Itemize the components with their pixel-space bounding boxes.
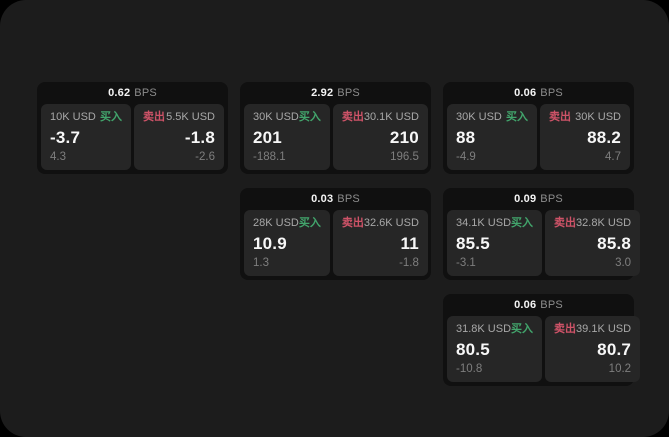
buy-amount: 10K USD	[50, 111, 96, 123]
sell-side-label: 卖出	[554, 323, 577, 335]
bps-value: 0.62	[108, 87, 131, 99]
sell-delta: 4.7	[605, 151, 621, 163]
buy-amount: 31.8K USD	[456, 323, 512, 335]
sell-delta: 10.2	[608, 363, 632, 375]
buy-side-label: 买入	[511, 217, 534, 229]
buy-amount: 30K USD	[456, 111, 502, 123]
sell-price: 11	[400, 234, 419, 253]
card-body: 31.8K USD 买入 80.5 -10.8 卖出 39.1K USD 80.…	[443, 316, 641, 382]
buy-amount: 34.1K USD	[456, 217, 512, 229]
quote-card-1: 0.62 BPS 10K USD 买入 -3.7 4.3 卖出 5.5K USD…	[37, 82, 228, 174]
sell-amount: 5.5K USD	[166, 111, 215, 123]
card-header: 0.09 BPS	[443, 188, 634, 210]
buy-delta: 1.3	[253, 257, 269, 269]
buy-delta: 4.3	[50, 151, 66, 163]
buy-tile[interactable]: 30K USD 买入 201 -188.1	[244, 104, 330, 170]
sell-tile[interactable]: 卖出 30K USD 88.2 4.7	[540, 104, 630, 170]
quote-card-2: 2.92 BPS 30K USD 买入 201 -188.1 卖出 30.1K …	[240, 82, 431, 174]
bps-unit: BPS	[337, 193, 360, 205]
sell-delta: -1.8	[399, 257, 419, 269]
sell-amount: 30K USD	[575, 111, 621, 123]
buy-amount: 28K USD	[253, 217, 299, 229]
buy-tile[interactable]: 31.8K USD 买入 80.5 -10.8	[447, 316, 543, 382]
sell-price: -1.8	[184, 128, 215, 147]
card-body: 30K USD 买入 88 -4.9 卖出 30K USD 88.2 4.7	[443, 104, 634, 170]
buy-price: 80.5	[456, 340, 490, 359]
buy-side-label: 买入	[298, 111, 321, 123]
sell-tile[interactable]: 卖出 5.5K USD -1.8 -2.6	[134, 104, 224, 170]
sell-delta: 3.0	[615, 257, 632, 269]
buy-price: 10.9	[253, 234, 287, 253]
sell-delta: -2.6	[195, 151, 215, 163]
sell-price: 88.2	[587, 128, 621, 147]
buy-side-label: 买入	[298, 217, 321, 229]
sell-amount: 39.1K USD	[576, 323, 632, 335]
card-header: 0.06 BPS	[443, 294, 634, 316]
sell-delta: 196.5	[390, 151, 419, 163]
buy-tile[interactable]: 34.1K USD 买入 85.5 -3.1	[447, 210, 543, 276]
card-body: 30K USD 买入 201 -188.1 卖出 30.1K USD 210 1…	[240, 104, 431, 170]
buy-tile[interactable]: 30K USD 买入 88 -4.9	[447, 104, 537, 170]
buy-price: 85.5	[456, 234, 490, 253]
card-header: 0.62 BPS	[37, 82, 228, 104]
sell-tile[interactable]: 卖出 30.1K USD 210 196.5	[332, 104, 428, 170]
buy-side-label: 买入	[506, 111, 528, 123]
bps-value: 0.06	[514, 299, 537, 311]
bps-value: 0.03	[311, 193, 334, 205]
buy-price: -3.7	[50, 128, 81, 147]
quote-card-3: 0.06 BPS 30K USD 买入 88 -4.9 卖出 30K USD 8…	[443, 82, 634, 174]
buy-tile[interactable]: 10K USD 买入 -3.7 4.3	[41, 104, 131, 170]
card-body: 10K USD 买入 -3.7 4.3 卖出 5.5K USD -1.8 -2.…	[37, 104, 228, 170]
buy-side-label: 买入	[511, 323, 534, 335]
quote-card-6: 0.06 BPS 31.8K USD 买入 80.5 -10.8 卖出 39.1…	[443, 294, 641, 386]
sell-tile[interactable]: 卖出 39.1K USD 80.7 10.2	[545, 316, 641, 382]
sell-amount: 30.1K USD	[363, 111, 419, 123]
quote-card-5: 0.09 BPS 34.1K USD 买入 85.5 -3.1 卖出 32.8K…	[443, 188, 641, 280]
sell-amount: 32.8K USD	[576, 217, 632, 229]
sell-tile[interactable]: 卖出 32.8K USD 85.8 3.0	[545, 210, 641, 276]
buy-amount: 30K USD	[253, 111, 299, 123]
sell-side-label: 卖出	[341, 111, 364, 123]
card-header: 0.03 BPS	[240, 188, 431, 210]
sell-side-label: 卖出	[549, 111, 571, 123]
buy-delta: -188.1	[253, 151, 286, 163]
sell-amount: 32.6K USD	[363, 217, 419, 229]
card-body: 28K USD 买入 10.9 1.3 卖出 32.6K USD 11 -1.8	[240, 210, 431, 276]
sell-price: 85.8	[597, 234, 632, 253]
bps-unit: BPS	[540, 193, 563, 205]
buy-tile[interactable]: 28K USD 买入 10.9 1.3	[244, 210, 330, 276]
bps-value: 0.06	[514, 87, 537, 99]
bps-value: 2.92	[311, 87, 334, 99]
bps-unit: BPS	[540, 87, 563, 99]
card-header: 2.92 BPS	[240, 82, 431, 104]
buy-delta: -3.1	[456, 257, 476, 269]
card-header: 0.06 BPS	[443, 82, 634, 104]
buy-delta: -4.9	[456, 151, 476, 163]
buy-price: 201	[253, 128, 282, 147]
bps-unit: BPS	[540, 299, 563, 311]
sell-tile[interactable]: 卖出 32.6K USD 11 -1.8	[332, 210, 428, 276]
sell-side-label: 卖出	[143, 111, 165, 123]
buy-price: 88	[456, 128, 476, 147]
sell-side-label: 卖出	[554, 217, 577, 229]
bps-unit: BPS	[134, 87, 157, 99]
sell-price: 210	[389, 128, 419, 147]
sell-side-label: 卖出	[341, 217, 364, 229]
bps-unit: BPS	[337, 87, 360, 99]
quote-card-4: 0.03 BPS 28K USD 买入 10.9 1.3 卖出 32.6K US…	[240, 188, 431, 280]
sell-price: 80.7	[597, 340, 632, 359]
bps-value: 0.09	[514, 193, 537, 205]
buy-delta: -10.8	[456, 363, 483, 375]
card-body: 34.1K USD 买入 85.5 -3.1 卖出 32.8K USD 85.8…	[443, 210, 641, 276]
buy-side-label: 买入	[100, 111, 122, 123]
